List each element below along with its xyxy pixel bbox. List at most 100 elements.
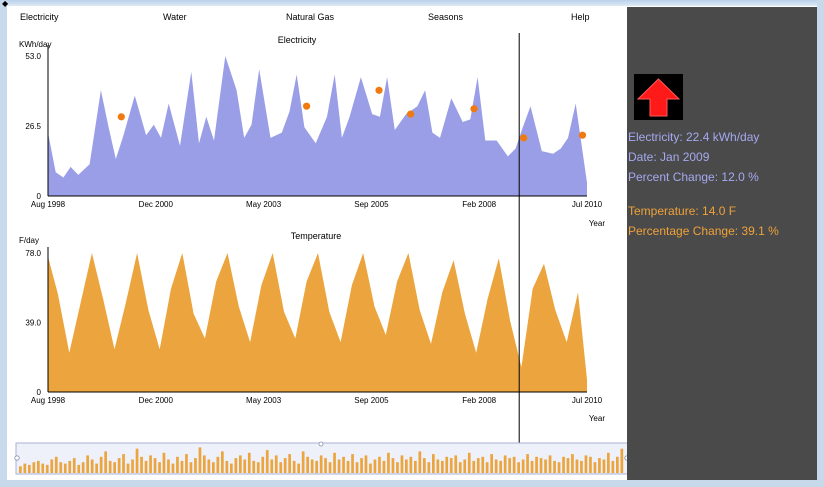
window-system-icon[interactable]: ◆	[2, 0, 9, 8]
scrubber-bar	[162, 452, 166, 474]
scrubber-bar	[324, 458, 327, 473]
scrubber-bar	[283, 458, 287, 473]
electricity-highlight-point	[520, 134, 528, 142]
temperature-y-ticks: 0 39.0 78.0	[25, 249, 41, 397]
electricity-x-tick-label: Feb 2008	[462, 200, 496, 209]
scrubber-bar	[297, 463, 300, 473]
scrubber-left-handle[interactable]	[14, 455, 20, 461]
scrubber-bar	[59, 462, 63, 473]
scrubber-bar	[225, 460, 229, 474]
electricity-highlight-point	[303, 102, 311, 110]
scrubber-bar	[423, 458, 426, 473]
scrubber-bar	[247, 452, 251, 474]
electricity-y-label: KWh/day	[19, 40, 51, 49]
scrubber-bar	[319, 455, 323, 473]
scrubber-bar	[458, 462, 462, 473]
electricity-y-tick-label: 26.5	[25, 122, 41, 131]
scrubber-bar	[315, 460, 318, 474]
scrubber-bar	[526, 454, 529, 473]
scrubber-bar	[539, 458, 543, 473]
charts-area[interactable]: Electricity KWh/day Year 0 26.5 53.0 Aug 1…	[7, 27, 627, 480]
timeline-scrubber[interactable]	[14, 441, 627, 475]
scrubber-top-handle[interactable]	[318, 441, 324, 447]
electricity-x-tick-label: Dec 2000	[139, 200, 174, 209]
scrubber-bar	[212, 462, 215, 473]
electricity-y-tick-label: 53.0	[25, 52, 41, 61]
scrubber-bar	[454, 455, 458, 473]
electricity-y-ticks: 0 26.5 53.0	[25, 52, 41, 201]
scrubber-bar	[140, 456, 143, 473]
scrubber-bar	[387, 452, 390, 474]
scrubber-bar	[517, 462, 520, 473]
scrubber-bar	[301, 451, 305, 473]
scrubber-bar	[360, 458, 363, 473]
scrubber-bar	[306, 456, 309, 473]
scrubber-bar	[598, 458, 601, 473]
scrubber-bar	[32, 462, 36, 473]
menu-water[interactable]: Water	[163, 12, 187, 22]
scrubber-bar	[104, 451, 107, 473]
electricity-x-tick-label: Aug 1998	[31, 200, 66, 209]
temperature-x-tick-label: Feb 2008	[462, 396, 496, 405]
temperature-x-tick-label: Dec 2000	[139, 396, 174, 405]
menu-electricity[interactable]: Electricity	[20, 12, 59, 22]
scrubber-bar	[512, 456, 516, 473]
scrubber-bar	[409, 456, 413, 473]
scrubber-bar	[216, 456, 220, 473]
menu-seasons[interactable]: Seasons	[428, 12, 464, 22]
scrubber-bar	[252, 460, 256, 474]
menu-natural-gas[interactable]: Natural Gas	[286, 12, 335, 22]
scrubber-bar	[189, 462, 193, 473]
scrubber-bar	[261, 456, 265, 473]
scrubber-bar	[122, 454, 125, 473]
scrubber-bar	[270, 459, 274, 473]
temperature-y-tick-label: 39.0	[25, 319, 41, 328]
scrubber-bar	[126, 463, 130, 473]
scrubber-bar	[441, 460, 444, 474]
scrubber-bar	[342, 456, 345, 473]
scrubber-bar	[364, 455, 368, 473]
electricity-x-tick-label: Sep 2005	[354, 200, 389, 209]
scrubber-bar	[535, 456, 538, 473]
scrubber-bar	[19, 466, 22, 474]
scrubber-bar	[41, 463, 45, 473]
scrubber-bar	[86, 455, 89, 473]
scrubber-bar	[292, 460, 296, 474]
scrubber-bar	[378, 456, 381, 473]
date-text: Date: Jan 2009	[628, 150, 710, 164]
scrubber-bar	[310, 459, 314, 473]
temperature-x-tick-label: Sep 2005	[354, 396, 389, 405]
scrubber-bar	[580, 460, 583, 474]
scrubber-bar	[45, 464, 49, 473]
electricity-highlight-point	[117, 113, 125, 121]
scrubber-bar	[117, 458, 121, 473]
scrubber-bar	[288, 454, 291, 473]
scrubber-bar	[373, 459, 377, 473]
scrubber-bar	[203, 455, 206, 473]
scrubber-bar	[476, 458, 480, 473]
scrubber-bar	[611, 460, 615, 474]
scrubber-bar	[221, 451, 224, 473]
scrubber-bar	[607, 452, 610, 474]
scrubber-bar	[274, 455, 278, 473]
scrubber-bar	[337, 459, 341, 473]
scrubber-bar	[449, 458, 453, 473]
scrubber-bar	[198, 447, 202, 473]
electricity-percent-change-text: Percent Change: 12.0 %	[628, 170, 759, 184]
scrubber-bar	[54, 456, 58, 473]
scrubber-bar	[50, 459, 54, 473]
scrubber-bar	[167, 459, 170, 473]
scrubber-bar	[81, 462, 85, 473]
scrubber-bar	[369, 463, 372, 473]
electricity-highlight-point	[407, 110, 415, 118]
scrubber-bar	[508, 458, 511, 473]
scrubber-bar	[467, 452, 471, 474]
scrubber-bar	[108, 460, 112, 474]
scrubber-bar	[355, 462, 359, 473]
temperature-percentage-change-text: Percentage Change: 39.1 %	[628, 224, 779, 238]
menu-help[interactable]: Help	[571, 12, 590, 22]
scrubber-bar	[481, 456, 485, 473]
scrubber-bar	[494, 459, 498, 473]
scrubber-bar	[68, 460, 72, 474]
scrubber-bar	[37, 460, 40, 474]
